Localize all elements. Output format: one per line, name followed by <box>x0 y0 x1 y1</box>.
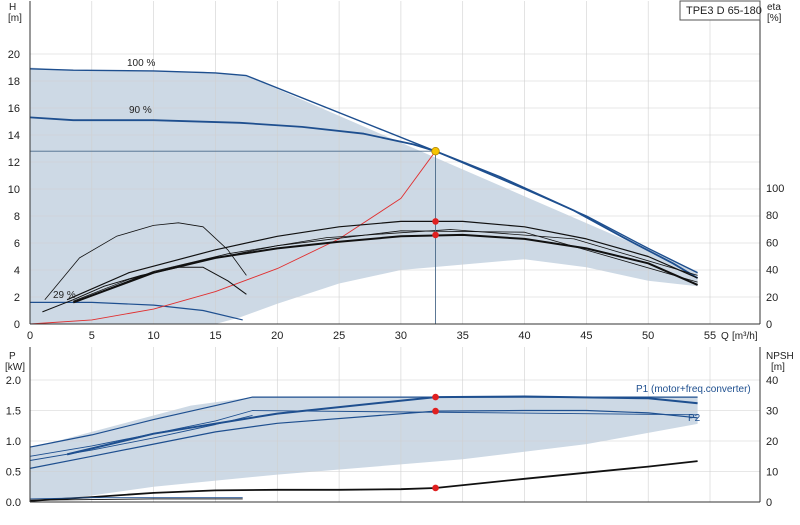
x-tick-label: 25 <box>333 330 345 342</box>
y2-axis-unit-eta: [%] <box>767 13 782 24</box>
y-tick-label-h: 12 <box>8 157 20 169</box>
y2-tick-label-npsh: 30 <box>766 406 778 418</box>
power-series-7 <box>29 498 243 501</box>
x-tick-label: 10 <box>148 330 160 342</box>
y-axis-label-h: H <box>9 2 16 13</box>
eta-duty-point-1 <box>432 231 439 239</box>
y-tick-label-h: 2 <box>14 292 20 304</box>
y-tick-label-h: 16 <box>8 103 20 115</box>
power-series-6 <box>29 497 243 500</box>
y2-axis-label-eta: eta <box>767 2 781 13</box>
x-tick-label: 50 <box>642 330 654 342</box>
curve-label-29: 29 % <box>53 290 76 301</box>
power-operating-region <box>30 397 698 499</box>
head-series-7 <box>66 220 698 301</box>
y2-tick-label-npsh: 20 <box>766 436 778 448</box>
x-tick-label: 40 <box>518 330 530 342</box>
y2-tick-label-eta: 0 <box>766 319 772 331</box>
x-tick-label: 20 <box>271 330 283 342</box>
head-series-3 <box>30 301 243 321</box>
y-tick-label-p: 2.0 <box>6 375 21 387</box>
y-tick-label-h: 10 <box>8 184 20 196</box>
title-box <box>679 0 761 21</box>
y-tick-label-h: 14 <box>8 130 20 142</box>
eta-duty-point-0 <box>432 218 439 225</box>
power-series-3 <box>29 409 698 469</box>
power-duty-point-0 <box>432 393 439 401</box>
x-tick-label: 30 <box>395 330 407 342</box>
y2-tick-label-npsh: 0 <box>766 497 772 509</box>
x-axis-label-q: Q <box>721 331 729 342</box>
y2-tick-label-npsh: 10 <box>766 467 778 479</box>
power-duty-point-1 <box>432 407 439 415</box>
head-operating-region <box>30 67 698 324</box>
head-series-1 <box>29 116 436 153</box>
x-tick-label: 5 <box>89 330 95 342</box>
y2-tick-label-eta: 20 <box>766 292 778 304</box>
y-tick-label-h: 18 <box>8 76 20 88</box>
head-series-10 <box>79 229 698 301</box>
operating-point <box>431 146 440 156</box>
curve-label-p1: P1 (motor+freq.converter) <box>636 384 751 395</box>
head-series-4 <box>29 150 436 325</box>
y-tick-label-h: 0 <box>14 319 20 331</box>
head-series-5 <box>44 222 247 300</box>
chart-title: TPE3 D 65-180 <box>686 5 762 17</box>
y2-tick-label-eta: 60 <box>766 237 778 249</box>
y-tick-label-h: 8 <box>14 211 20 223</box>
x-tick-label: 0 <box>27 330 33 342</box>
head-series-0 <box>29 68 698 274</box>
x-axis-unit-q: [m³/h] <box>732 331 758 342</box>
power-series-5 <box>29 460 698 502</box>
y2-tick-label-npsh: 40 <box>766 375 778 387</box>
power-duty-point-2 <box>432 484 439 492</box>
y-tick-label-h: 4 <box>14 265 20 277</box>
y2-axis-label-npsh: NPSH <box>766 351 794 362</box>
y-tick-label-p: 1.5 <box>6 406 21 418</box>
x-tick-label: 15 <box>209 330 221 342</box>
head-series-2 <box>435 150 699 279</box>
x-tick-label: 55 <box>704 330 716 342</box>
y2-tick-label-eta: 80 <box>766 210 778 222</box>
y-tick-label-p: 1.0 <box>6 436 21 448</box>
y-tick-label-h: 6 <box>14 238 20 250</box>
y-axis-unit-h: [m] <box>8 13 22 24</box>
power-series-0 <box>29 396 698 448</box>
y-axis-label-p: P <box>9 351 16 362</box>
power-series-1 <box>29 410 698 457</box>
y2-tick-label-eta: 100 <box>766 183 784 195</box>
y2-tick-label-eta: 40 <box>766 265 778 277</box>
x-tick-label: 35 <box>457 330 469 342</box>
curve-label-p2: P2 <box>688 413 701 424</box>
curve-label-90: 90 % <box>129 105 152 116</box>
y2-axis-unit-npsh: [m] <box>771 362 785 373</box>
y-axis-unit-p: [kW] <box>5 362 25 373</box>
y-tick-label-p: 0.5 <box>6 467 21 479</box>
x-tick-label: 45 <box>580 330 592 342</box>
y-tick-label-h: 20 <box>8 49 20 61</box>
y-tick-label-p: 0.0 <box>6 497 21 509</box>
curve-label-100: 100 % <box>127 58 155 69</box>
